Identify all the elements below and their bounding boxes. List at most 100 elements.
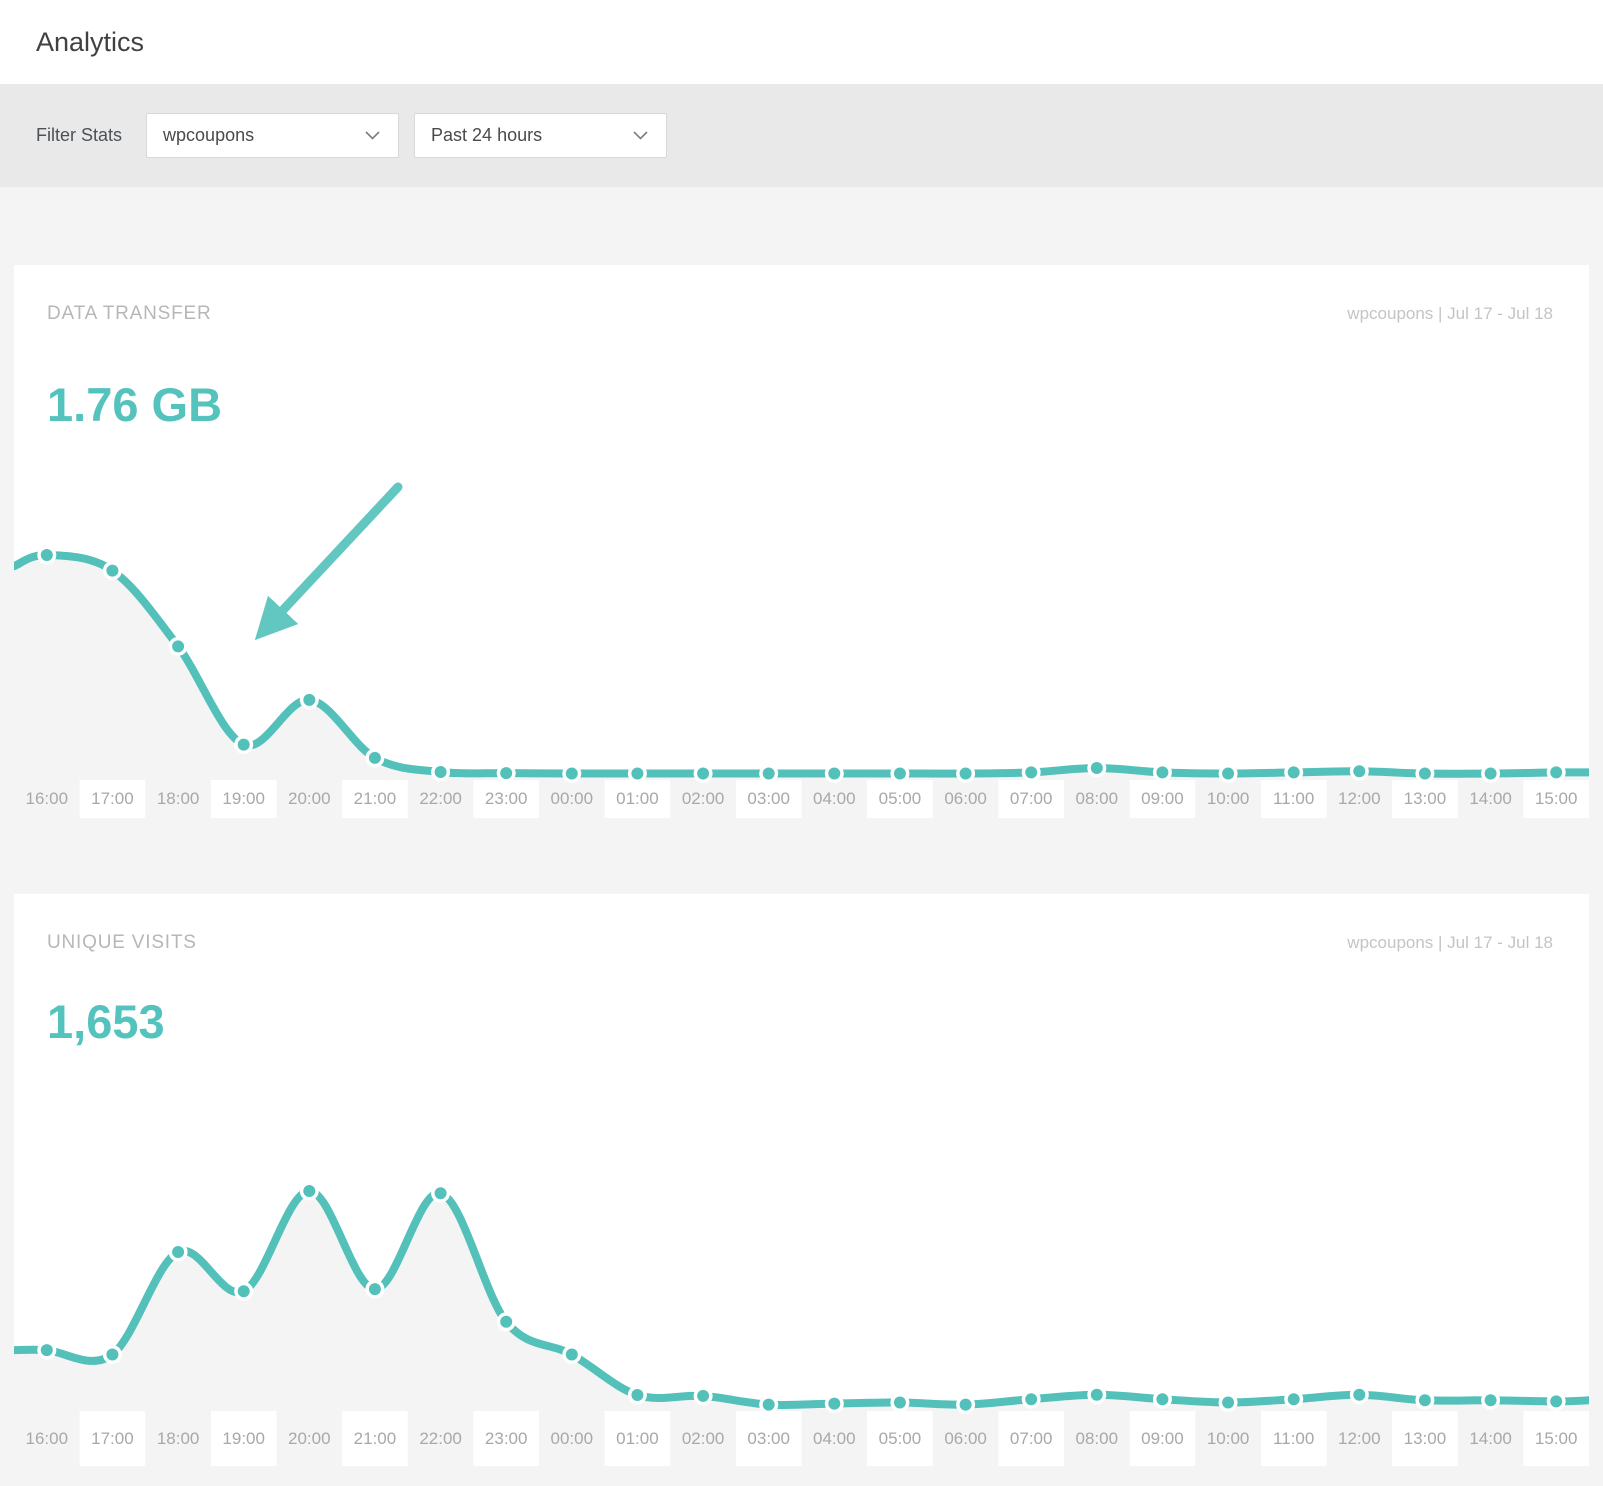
chart-point	[565, 767, 578, 780]
chart-point	[500, 1315, 513, 1328]
axis-band-cell	[1260, 780, 1327, 818]
x-axis-label: 09:00	[1141, 789, 1184, 808]
site-select-value: wpcoupons	[163, 125, 255, 145]
chart-point	[1090, 762, 1103, 774]
x-axis-label: 00:00	[551, 1429, 594, 1448]
x-axis-label: 12:00	[1338, 1429, 1381, 1448]
x-axis-label: 16:00	[26, 1429, 69, 1448]
x-axis-label: 02:00	[682, 789, 725, 808]
axis-band-cell	[1523, 780, 1589, 818]
page-title: Analytics	[36, 26, 145, 57]
x-axis-label: 05:00	[879, 789, 922, 808]
chart-point	[1287, 766, 1300, 779]
chart-point	[893, 767, 906, 780]
chart-point	[1550, 766, 1563, 779]
x-axis-label: 04:00	[813, 1429, 856, 1448]
axis-band-cell	[342, 780, 408, 818]
chart-point	[1222, 767, 1235, 780]
data-transfer-chart: 16:00 17:00 18:00 19:00 20:00 21:00 22:00 23:00…	[14, 545, 1589, 818]
axis-band-cell	[473, 1411, 539, 1466]
x-axis-label: 06:00	[944, 789, 987, 808]
x-axis-label: 12:00	[1338, 789, 1381, 808]
x-axis-label: 10:00	[1207, 1429, 1250, 1448]
chart-point	[697, 1389, 710, 1402]
axis-band-cell	[1129, 780, 1196, 818]
chart-point	[828, 1397, 841, 1410]
chart-point	[434, 1187, 447, 1200]
x-axis-label: 13:00	[1404, 789, 1447, 808]
chart-point	[1090, 1388, 1103, 1401]
data-transfer-value: 1.76 GB	[47, 378, 223, 431]
chart-point	[762, 767, 775, 780]
chart-point	[959, 1398, 972, 1411]
chart-point	[172, 640, 185, 653]
x-axis-label: 18:00	[157, 789, 200, 808]
axis-band-cell	[1392, 780, 1458, 818]
chart-point	[1287, 1393, 1300, 1406]
chart-point	[1418, 767, 1431, 780]
axis-band-cell	[79, 1411, 146, 1466]
chart-point	[631, 1389, 644, 1401]
x-axis-label: 15:00	[1535, 1429, 1578, 1448]
x-axis-label: 17:00	[91, 1429, 134, 1448]
card-title: DATA TRANSFER	[47, 303, 212, 324]
analytics-main: DATA TRANSFER wpcoupons | Jul 17 - Jul 1…	[0, 187, 1603, 1466]
chart-point	[1353, 765, 1366, 778]
x-axis-label: 08:00	[1076, 1429, 1119, 1448]
x-axis-label: 03:00	[747, 789, 790, 808]
chevron-down-icon	[365, 131, 380, 140]
axis-band-cell	[1260, 1411, 1327, 1466]
axis-band-cell	[1129, 1411, 1196, 1466]
chart-point	[1156, 1393, 1169, 1406]
chart-point	[40, 549, 53, 561]
chart-point	[1484, 767, 1497, 780]
arrow-down-left-icon	[254, 482, 403, 641]
chart-point	[172, 1246, 185, 1258]
chevron-down-icon	[633, 131, 648, 140]
axis-band-cell	[867, 780, 933, 818]
card-meta: wpcoupons | Jul 17 - Jul 18	[1347, 933, 1553, 952]
unique-visits-value: 1,653	[47, 995, 165, 1048]
chart-point	[500, 767, 513, 780]
chart-point	[565, 1348, 578, 1361]
x-axis-label: 05:00	[879, 1429, 922, 1448]
x-axis-label: 22:00	[419, 1429, 462, 1448]
chart-point	[1484, 1394, 1497, 1407]
x-axis-label: 14:00	[1469, 1429, 1512, 1448]
chart-point	[106, 564, 119, 577]
site-select[interactable]: wpcoupons	[146, 113, 400, 158]
unique-visits-chart: 16:00 17:00 18:00 19:00 20:00 21:00 22:00 23:00…	[14, 1181, 1589, 1466]
filter-stats-label: Filter Stats	[36, 125, 123, 145]
axis-band-cell	[342, 1411, 408, 1466]
chart-point	[106, 1348, 119, 1361]
card-meta: wpcoupons | Jul 17 - Jul 18	[1347, 304, 1553, 323]
x-axis-label: 04:00	[813, 789, 856, 808]
x-axis-label: 00:00	[551, 789, 594, 808]
x-axis-label: 22:00	[419, 789, 462, 808]
x-axis-label: 08:00	[1076, 789, 1119, 808]
chart-point	[1550, 1395, 1563, 1408]
chart-point	[303, 1185, 316, 1197]
data-transfer-card: DATA TRANSFER wpcoupons | Jul 17 - Jul 1…	[14, 265, 1589, 818]
x-axis-label: 23:00	[485, 1429, 528, 1448]
axis-band-cell	[998, 1411, 1064, 1466]
x-axis-label: 17:00	[91, 789, 134, 808]
axis-band-cell	[867, 1411, 933, 1466]
x-axis-label: 01:00	[616, 1429, 659, 1448]
axis-band-cell	[210, 780, 277, 818]
chart-point	[1353, 1388, 1366, 1401]
chart-point	[368, 751, 381, 764]
chart-point	[237, 738, 250, 751]
filter-bar: Filter Stats wpcoupons Past 24 hours	[0, 84, 1603, 187]
x-axis-label: 06:00	[944, 1429, 987, 1448]
chart-point	[762, 1398, 775, 1411]
chart-point	[1025, 766, 1038, 779]
x-axis-label: 15:00	[1535, 789, 1578, 808]
x-axis-label: 19:00	[222, 1429, 265, 1448]
x-axis-label: 11:00	[1273, 1429, 1314, 1448]
time-range-select[interactable]: Past 24 hours	[414, 113, 668, 158]
chart-point	[303, 693, 316, 706]
axis-band-cell	[604, 780, 671, 818]
x-axis-label: 03:00	[747, 1429, 790, 1448]
axis-band-cell	[473, 780, 539, 818]
